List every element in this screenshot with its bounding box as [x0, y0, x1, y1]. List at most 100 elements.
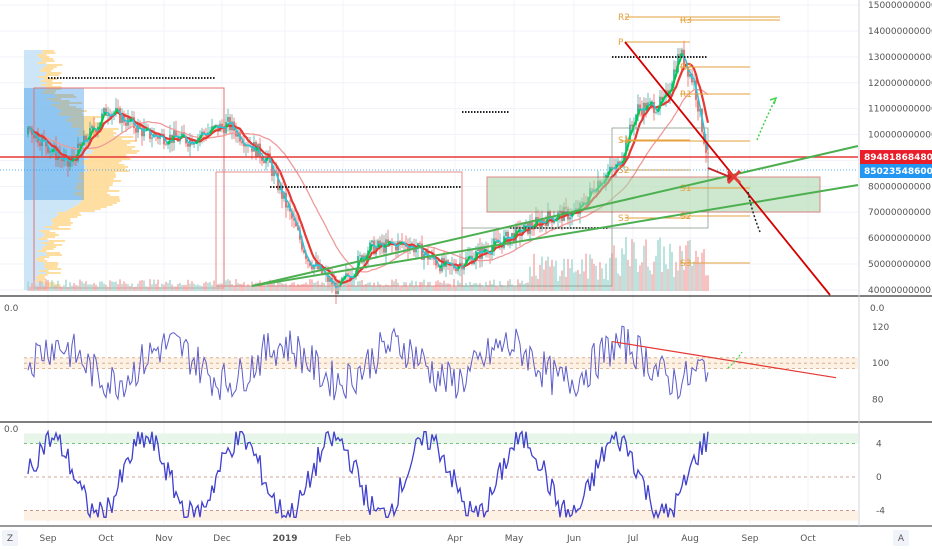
candle-body — [625, 140, 627, 155]
volume-bar — [439, 282, 441, 291]
volume-bar — [541, 256, 543, 291]
volume-bar — [653, 261, 655, 291]
green-trendline-upper — [251, 145, 859, 287]
zoom-button[interactable] — [2, 530, 18, 546]
volume-profile-bar — [24, 64, 48, 66]
volume-profile-bar — [24, 216, 57, 218]
volume-profile-bar — [43, 78, 58, 80]
volume-bar — [523, 284, 525, 291]
candle-body — [117, 107, 119, 109]
volume-bar — [227, 279, 229, 291]
volume-bar — [561, 270, 563, 291]
candle-body — [649, 101, 651, 103]
candle-body — [305, 252, 307, 260]
volume-bar — [223, 283, 225, 291]
volume-bar — [385, 284, 387, 291]
volume-bar — [603, 278, 605, 291]
volume-bar — [69, 282, 71, 291]
volume-profile-bar — [36, 258, 45, 260]
candle-body — [219, 123, 221, 132]
volume-profile-bar — [91, 140, 137, 142]
time-axis-tick-label: Sep — [742, 534, 759, 544]
candle-body — [617, 161, 619, 165]
candle-body — [703, 132, 705, 144]
candle-body — [135, 128, 137, 133]
volume-bar — [693, 261, 695, 291]
volume-profile-bar — [24, 50, 42, 52]
candle-body — [103, 108, 105, 114]
volume-bar — [485, 281, 487, 291]
volume-bar — [287, 286, 289, 291]
volume-bar — [401, 285, 403, 291]
volume-profile-bar — [24, 84, 42, 86]
volume-profile-bar — [24, 138, 83, 140]
volume-profile-bar — [24, 164, 85, 166]
volume-profile-bar — [37, 250, 47, 252]
volume-bar — [319, 284, 321, 291]
volume-bar — [505, 286, 507, 291]
volume-bar — [497, 286, 499, 291]
volume-profile-bar — [24, 284, 46, 286]
candle-body — [91, 126, 93, 128]
candle-body — [697, 99, 699, 112]
candle-body — [399, 241, 401, 243]
auto-scale-button[interactable] — [893, 530, 909, 546]
volume-bar — [455, 286, 457, 291]
candle-body — [655, 112, 657, 114]
volume-profile-bar — [46, 244, 63, 246]
volume-bar — [567, 258, 569, 291]
volume-profile-bar — [24, 54, 38, 56]
intersection-cross-icon — [726, 169, 742, 185]
volume-profile-bar — [24, 280, 37, 282]
pivot-level-label: P — [618, 38, 624, 48]
volume-bar — [655, 255, 657, 291]
candle-body — [69, 161, 71, 167]
candle-body — [263, 160, 265, 164]
candle-body — [631, 124, 633, 127]
candle-body — [543, 219, 545, 222]
volume-bar — [621, 248, 623, 291]
volume-bar — [449, 283, 451, 291]
volume-bar — [525, 283, 527, 291]
candle-body — [435, 259, 437, 266]
candle-body — [537, 217, 539, 219]
candle-body — [87, 141, 89, 143]
volume-bar — [573, 272, 575, 291]
candle-body — [227, 116, 229, 122]
volume-bar — [479, 283, 481, 291]
volume-bar — [673, 276, 675, 291]
volume-bar — [635, 258, 637, 291]
volume-bar — [215, 285, 217, 291]
volume-bar — [185, 284, 187, 291]
volume-bar — [315, 282, 317, 291]
volume-profile-bar — [24, 210, 67, 212]
volume-bar — [511, 284, 513, 291]
volume-bar — [125, 283, 127, 291]
volume-profile-bar — [24, 240, 49, 242]
volume-bar — [403, 282, 405, 291]
volume-bar — [467, 285, 469, 291]
pivot-level-label: R2 — [618, 13, 630, 23]
volume-profile-bar — [24, 204, 78, 206]
volume-bar — [697, 256, 699, 291]
volume-profile-bar — [41, 80, 53, 82]
demand-zone — [486, 176, 821, 213]
volume-profile-bar — [55, 106, 77, 108]
volume-bar — [683, 269, 685, 291]
candle-body — [95, 129, 97, 133]
volume-bar — [275, 285, 277, 291]
volume-profile-bar — [42, 52, 56, 54]
volume-bar — [515, 286, 517, 291]
volume-bar — [261, 285, 263, 291]
volume-profile-bar — [24, 78, 44, 80]
volume-profile-bar — [24, 106, 56, 108]
volume-profile-bar — [24, 178, 78, 180]
volume-bar — [211, 285, 213, 291]
volume-profile-bar — [24, 100, 52, 102]
volume-profile-bar — [24, 122, 72, 124]
candle-body — [609, 166, 611, 172]
candle-body — [421, 243, 423, 260]
volume-profile-bar — [24, 220, 52, 222]
volume-profile-bar — [39, 56, 50, 58]
